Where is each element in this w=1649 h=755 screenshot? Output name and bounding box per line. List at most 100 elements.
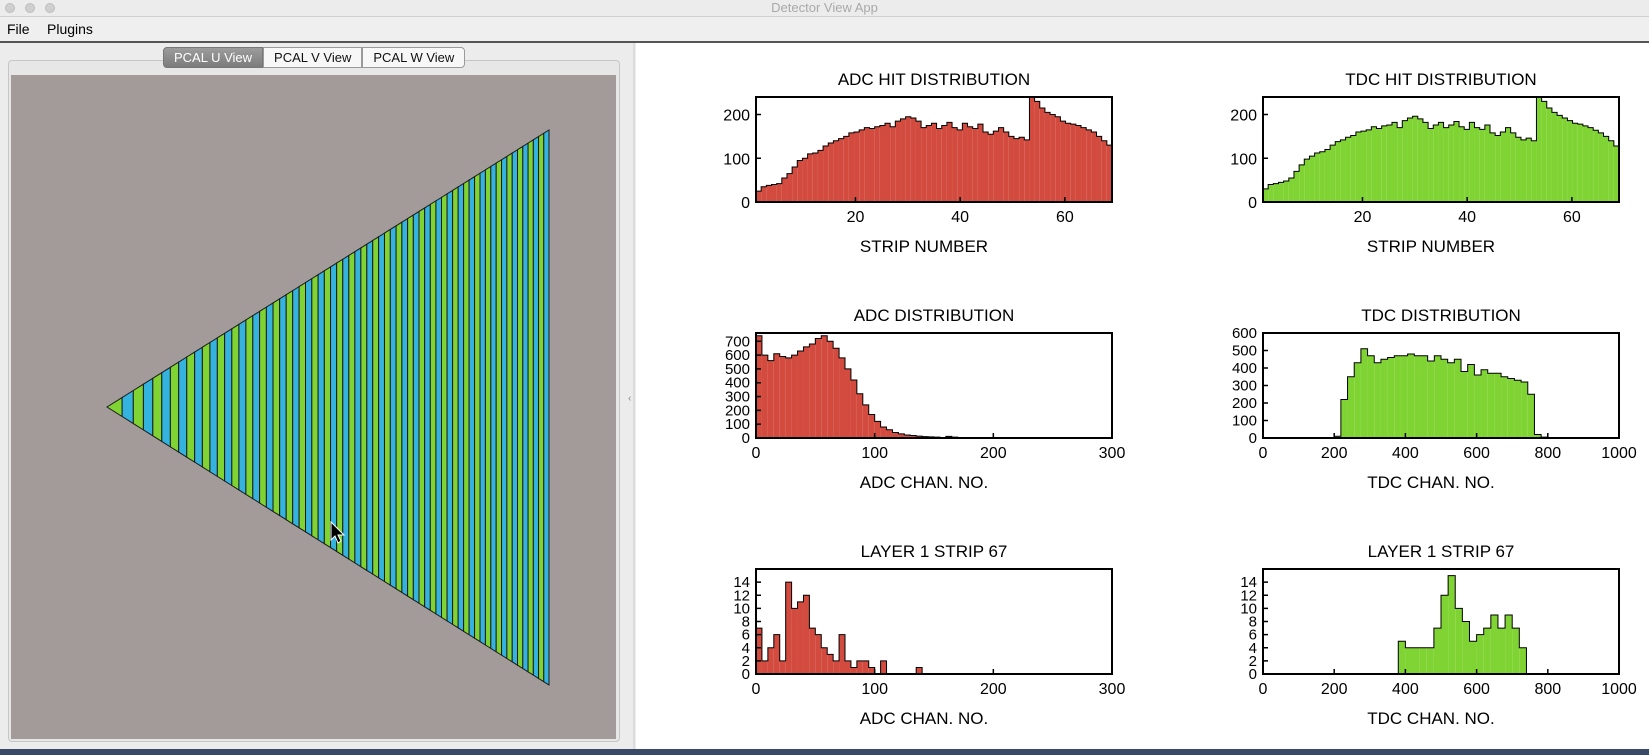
detector-strip[interactable]	[245, 314, 254, 500]
detector-strip[interactable]	[152, 371, 163, 443]
histogram-bar	[1462, 621, 1470, 674]
detector-strip[interactable]	[317, 269, 325, 545]
detector-strip[interactable]	[372, 235, 380, 579]
detector-strip[interactable]	[178, 356, 188, 459]
detector-strip[interactable]	[186, 351, 196, 464]
histogram-bar	[848, 132, 855, 202]
detector-strip[interactable]	[121, 389, 134, 425]
detector-strip[interactable]	[298, 281, 307, 533]
detector-strip[interactable]	[495, 158, 503, 657]
detector-strip[interactable]	[161, 366, 171, 448]
minimize-window-icon[interactable]	[25, 3, 35, 13]
detector-strip[interactable]	[538, 132, 545, 683]
zoom-window-icon[interactable]	[45, 3, 55, 13]
detector-strip[interactable]	[311, 273, 319, 541]
detector-strip[interactable]	[418, 207, 426, 608]
detector-strip[interactable]	[506, 152, 513, 663]
detector-strip[interactable]	[354, 247, 362, 568]
detector-strip[interactable]	[484, 165, 492, 650]
detector-strip[interactable]	[532, 135, 540, 680]
histogram-bar	[1514, 380, 1522, 438]
detector-strip[interactable]	[511, 148, 519, 667]
detector-strip[interactable]	[194, 346, 203, 468]
detector-strip[interactable]	[389, 224, 397, 590]
detector-strip[interactable]	[463, 179, 470, 636]
tab-pcal-w-view[interactable]: PCAL W View	[362, 47, 466, 68]
detector-strip[interactable]	[457, 182, 465, 633]
tab-pcal-u-view[interactable]: PCAL U View	[163, 47, 264, 68]
detector-canvas[interactable]	[11, 75, 616, 739]
detector-strip[interactable]	[132, 383, 144, 431]
detector-strip[interactable]	[305, 277, 313, 537]
detector-strip[interactable]	[522, 142, 529, 673]
view-tabs: PCAL U View PCAL V View PCAL W View	[163, 47, 466, 68]
detector-strip[interactable]	[517, 145, 524, 670]
detector-strip[interactable]	[441, 192, 448, 622]
detector-strip[interactable]	[216, 332, 226, 482]
histogram-bar	[815, 338, 822, 438]
detector-strip[interactable]	[383, 228, 391, 587]
close-window-icon[interactable]	[5, 3, 15, 13]
detector-strip[interactable]	[360, 243, 368, 572]
histogram-bar	[809, 628, 816, 674]
detector-strip[interactable]	[265, 302, 274, 513]
detector-strip[interactable]	[452, 186, 459, 629]
pcal-u-detector-drawing[interactable]	[11, 75, 616, 739]
detector-strip[interactable]	[348, 250, 356, 564]
detector-strip[interactable]	[401, 217, 409, 597]
histogram-bar	[1412, 647, 1420, 674]
detector-strip[interactable]	[238, 319, 247, 496]
tab-pcal-v-view[interactable]: PCAL V View	[263, 47, 363, 68]
plot-tdc-hit-distribution: TDC HIT DISTRIBUTION 20 40 60 0 100 200 STRIP N…	[1193, 57, 1643, 267]
histogram-bar	[988, 134, 994, 202]
histogram-bar	[1455, 608, 1463, 674]
histogram-bar	[1608, 140, 1614, 202]
detector-strip[interactable]	[224, 327, 233, 487]
histogram-bar	[833, 348, 840, 438]
histogram-bar	[839, 634, 845, 674]
detector-strip[interactable]	[490, 162, 497, 653]
histogram-bar	[1407, 118, 1413, 202]
detector-strip[interactable]	[429, 199, 437, 615]
histogram-bar	[1598, 132, 1604, 202]
detector-strip[interactable]	[169, 361, 180, 453]
detector-strip[interactable]	[252, 310, 261, 504]
histogram-bar	[1283, 181, 1289, 202]
menu-plugins[interactable]: Plugins	[47, 21, 93, 37]
detector-strip[interactable]	[424, 203, 431, 612]
detector-strip[interactable]	[336, 258, 344, 557]
histogram-bar	[1487, 373, 1495, 438]
detector-strip[interactable]	[543, 129, 550, 686]
detector-strip[interactable]	[342, 254, 350, 561]
detector-strip[interactable]	[468, 175, 476, 640]
detector-strip[interactable]	[231, 323, 240, 491]
detector-strip[interactable]	[474, 172, 481, 643]
histogram-bar	[1520, 139, 1527, 202]
detector-strip[interactable]	[395, 221, 403, 594]
detector-strip[interactable]	[142, 377, 154, 437]
divider-grip-icon[interactable]: ‹	[628, 393, 632, 404]
mouse-cursor-icon	[330, 520, 346, 544]
detector-strip[interactable]	[279, 293, 287, 521]
detector-strip[interactable]	[272, 297, 281, 517]
detector-strip[interactable]	[292, 285, 300, 529]
detector-strip[interactable]	[106, 396, 123, 418]
detector-strip[interactable]	[366, 239, 374, 576]
detector-strip[interactable]	[407, 214, 414, 601]
detector-strip[interactable]	[323, 266, 332, 549]
detector-strip[interactable]	[378, 232, 385, 583]
detector-strip[interactable]	[446, 189, 454, 626]
detector-strip[interactable]	[527, 138, 534, 677]
detector-strip[interactable]	[201, 341, 211, 473]
menu-file[interactable]: File	[7, 21, 30, 37]
detector-strip[interactable]	[501, 155, 508, 660]
split-pane-divider[interactable]	[633, 43, 635, 749]
detector-strip[interactable]	[479, 168, 486, 646]
histogram-bars	[1334, 348, 1548, 438]
detector-strip[interactable]	[412, 210, 420, 605]
detector-strip[interactable]	[285, 289, 294, 525]
detector-strip[interactable]	[259, 306, 267, 509]
detector-strip[interactable]	[330, 262, 338, 553]
detector-strip[interactable]	[435, 196, 443, 619]
detector-strip[interactable]	[209, 336, 218, 478]
